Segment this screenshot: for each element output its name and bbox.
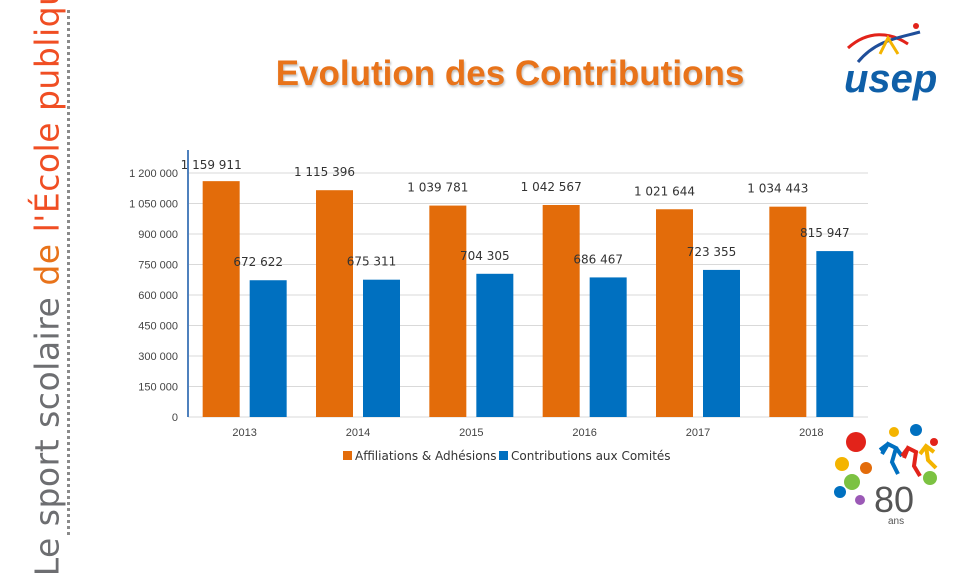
data-label: 672 622 (233, 255, 283, 269)
badge-bubble (835, 457, 849, 471)
data-label-layer: 1 159 911 672 622 1 115 396 675 311 1 039 78… (181, 158, 850, 269)
x-tick-label: 2017 (686, 427, 710, 439)
badge-bubble (860, 462, 872, 474)
y-tick-label: 0 (172, 412, 178, 424)
y-tick-label: 600 000 (138, 290, 178, 302)
bar-affiliations (202, 181, 240, 417)
data-label: 1 034 443 (747, 182, 808, 196)
legend-item-contributions: Contributions aux Comités (511, 449, 671, 463)
badge-number: 80 (874, 479, 914, 520)
grid-layer (188, 172, 868, 418)
data-label: 1 159 911 (181, 158, 242, 172)
x-tick-label: 2013 (232, 427, 256, 439)
badge-bubble (889, 427, 899, 437)
bar-contributions (703, 269, 740, 417)
badge-unit: ans (888, 516, 904, 527)
x-tick-label: 2018 (799, 427, 823, 439)
data-label: 1 039 781 (407, 181, 468, 195)
badge-bubble (855, 495, 865, 505)
runner-figure (918, 443, 938, 470)
bar-affiliations (429, 205, 467, 417)
bar-affiliations (656, 209, 693, 417)
bar-affiliations (542, 205, 580, 417)
bar-contributions (476, 273, 514, 417)
badge-bubble (834, 486, 846, 498)
data-label: 1 115 396 (294, 165, 355, 179)
legend-swatch (499, 451, 508, 460)
y-tick-label: 1 200 000 (129, 168, 178, 180)
data-label: 1 042 567 (521, 180, 582, 194)
data-label: 1 021 644 (634, 184, 695, 198)
bar-contributions (589, 277, 627, 417)
y-tick-label: 750 000 (138, 260, 178, 272)
data-label: 686 467 (573, 252, 623, 266)
x-tick-label: 2014 (346, 427, 370, 439)
badge-bubble (910, 424, 922, 436)
badge-bubble (844, 474, 860, 490)
slide-title: Evolution des Contributions (275, 54, 745, 93)
y-tick-label: 900 000 (138, 229, 178, 241)
legend-swatch (343, 451, 352, 460)
legend: Affiliations & Adhésions Contributions au… (343, 449, 671, 463)
bar-layer (202, 181, 854, 417)
axis-layer: 0 150 000 300 000 450 000 600 000 750 000 900 … (129, 150, 824, 439)
badge-bubble (930, 438, 938, 446)
logo-dot (913, 23, 919, 29)
y-tick-label: 150 000 (138, 382, 178, 394)
logo-swoosh-red (846, 33, 909, 50)
data-label: 723 355 (687, 245, 737, 259)
bar-contributions (363, 279, 400, 417)
y-tick-label: 450 000 (138, 321, 178, 333)
data-label: 704 305 (460, 249, 510, 263)
data-label: 815 947 (800, 226, 850, 240)
80-ans-badge: 80 ans (834, 424, 938, 527)
y-tick-label: 1 050 000 (129, 199, 178, 211)
bar-chart: 1 159 911 672 622 1 115 396 675 311 1 039 78… (129, 150, 868, 463)
bar-contributions (249, 280, 287, 417)
logo-swoosh-yellow (878, 34, 900, 55)
usep-logo: usep (844, 23, 937, 101)
x-tick-label: 2016 (572, 427, 596, 439)
bar-affiliations (316, 190, 353, 417)
sidebar-banner: Le sport scolaire de l'École publique (0, 0, 75, 576)
bar-contributions (816, 251, 854, 417)
data-label: 675 311 (347, 255, 397, 269)
badge-bubble (923, 471, 937, 485)
x-tick-label: 2015 (459, 427, 483, 439)
logo-wordmark: usep (844, 57, 937, 101)
runner-figure (900, 445, 922, 478)
sidebar-divider (67, 10, 70, 535)
y-tick-label: 300 000 (138, 351, 178, 363)
badge-bubble (846, 432, 866, 452)
legend-item-affiliations: Affiliations & Adhésions (355, 449, 496, 463)
bar-affiliations (769, 206, 807, 417)
